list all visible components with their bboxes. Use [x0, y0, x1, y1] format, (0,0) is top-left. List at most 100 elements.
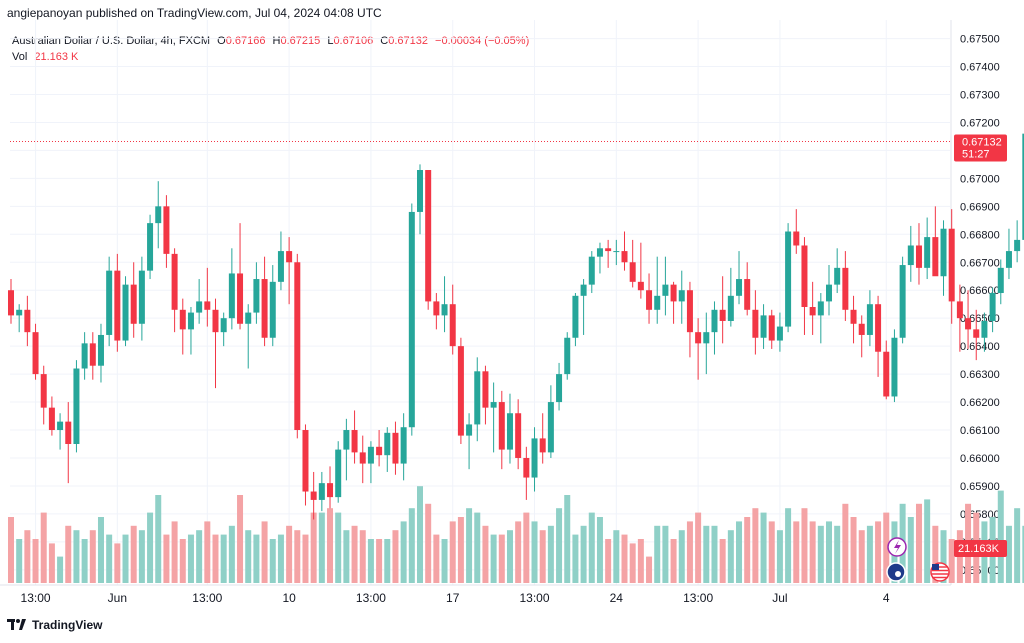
volume-bar: [40, 512, 47, 583]
candle-body: [662, 284, 669, 296]
candle-body: [515, 413, 522, 458]
candle-body: [596, 248, 603, 257]
volume-bar: [245, 530, 252, 583]
candle-body: [367, 446, 374, 464]
volume-bar: [556, 508, 563, 583]
volume-bar: [318, 512, 325, 583]
volume-bar: [785, 508, 792, 583]
volume-bar: [506, 530, 513, 583]
symbol-legend: Australian Dollar / U.S. Dollar, 4h, FXC…: [12, 33, 529, 65]
candle-body: [1005, 251, 1012, 268]
volume-tag: [954, 540, 1007, 557]
candle-body: [335, 449, 342, 498]
candle-body: [1022, 133, 1024, 240]
y-tick-label: 0.66800: [960, 229, 1000, 241]
volume-line: Vol 21.163 K: [12, 49, 529, 65]
candle-body: [809, 307, 816, 316]
volume-bar: [940, 530, 947, 583]
volume-bar: [834, 525, 841, 583]
y-tick-label: 0.66900: [960, 201, 1000, 213]
volume-bar: [65, 525, 72, 583]
volume-bar: [376, 539, 383, 583]
candle-body: [924, 237, 931, 268]
last-price-tag: [954, 134, 1007, 162]
y-tick-label: 0.67400: [960, 62, 1000, 74]
last-price-value: 0.67132: [962, 136, 1002, 148]
y-tick-label: 0.66400: [960, 341, 1000, 353]
volume-bar: [907, 517, 914, 583]
candle-body: [40, 374, 47, 408]
symbol-name[interactable]: Australian Dollar / U.S. Dollar, 4h, FXC…: [12, 35, 211, 47]
candle-body: [24, 309, 31, 333]
volume-bar: [547, 525, 554, 583]
candle-body: [155, 206, 162, 224]
candle-body: [695, 332, 702, 344]
candle-body: [441, 304, 448, 316]
candle-body: [310, 491, 317, 500]
volume-bar: [915, 503, 922, 583]
volume-bar: [57, 556, 64, 583]
volume-bar: [204, 521, 211, 583]
candle-body: [997, 267, 1004, 294]
candle-body: [97, 334, 104, 366]
candle-body: [392, 432, 399, 464]
candle-body: [286, 251, 293, 263]
candle-body: [65, 421, 72, 444]
candle-body: [915, 245, 922, 268]
x-tick-label: 4: [883, 591, 890, 605]
candle-body: [138, 270, 145, 324]
volume-bar: [261, 521, 268, 583]
volume-bar: [343, 530, 350, 583]
candle-body: [932, 237, 939, 277]
y-tick-label: 0.67300: [960, 90, 1000, 102]
vol-value: 21.163 K: [34, 51, 79, 63]
candle-body: [531, 438, 538, 478]
volume-bar: [858, 530, 865, 583]
volume-bar: [932, 525, 939, 583]
candle-body: [801, 245, 808, 307]
lightning-glyph-icon: [894, 540, 901, 554]
candle-body: [899, 265, 906, 338]
volume-bar: [351, 525, 358, 583]
volume-bar: [335, 512, 342, 583]
volume-bar: [744, 517, 751, 583]
volume-bar: [613, 530, 620, 583]
volume-bar: [826, 521, 832, 583]
candle-body: [670, 284, 677, 302]
candle-body: [817, 301, 824, 316]
flag-canton: [932, 564, 939, 570]
candle-body: [678, 290, 685, 302]
candle-body: [433, 301, 440, 316]
candle-body: [564, 337, 571, 375]
volume-bar: [441, 539, 448, 583]
flag-star-icon: [895, 571, 901, 577]
x-tick-label: Jul: [772, 591, 787, 605]
candle-body: [408, 211, 415, 428]
volume-bar: [220, 534, 227, 583]
volume-bar: [948, 539, 955, 583]
volume-bar: [24, 530, 31, 583]
candle-body: [171, 253, 178, 310]
volume-tag-value: 21.163K: [958, 543, 1000, 555]
candle-body: [498, 402, 505, 450]
candle-body: [269, 281, 276, 338]
volume-bar: [670, 539, 677, 583]
y-tick-label: 0.65900: [960, 481, 1000, 493]
candle-body: [81, 343, 88, 369]
x-tick-label: 13:00: [520, 591, 550, 605]
volume-bar: [842, 503, 849, 583]
volume-bar: [417, 486, 423, 583]
tradingview-footer[interactable]: TradingView: [7, 618, 102, 632]
candle-body: [277, 251, 284, 282]
candle-body: [719, 309, 726, 321]
volume-bar: [850, 517, 857, 583]
volume-bar: [474, 512, 481, 583]
change-value: −0.00034 (−0.05%): [435, 35, 530, 47]
y-tick-label: 0.66200: [960, 397, 1000, 409]
volume-bar: [580, 525, 587, 583]
volume-bar: [1022, 525, 1024, 583]
candle-body: [163, 206, 170, 254]
vol-label: Vol: [12, 51, 28, 63]
volume-bar: [760, 512, 767, 583]
